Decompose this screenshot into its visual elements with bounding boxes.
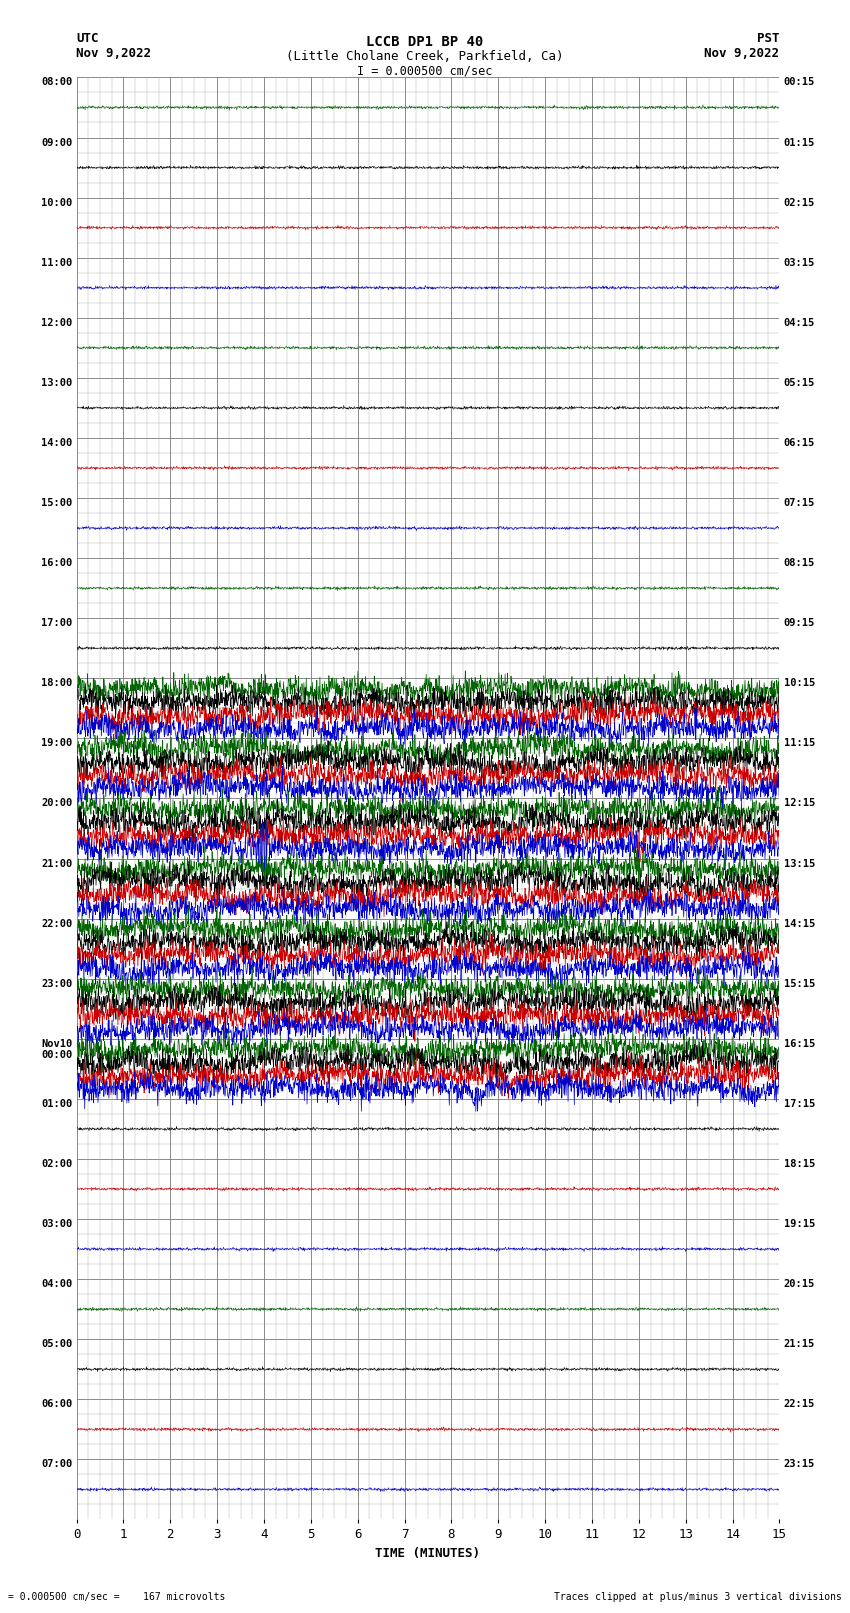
Text: Nov 9,2022: Nov 9,2022 xyxy=(705,47,779,60)
Text: (Little Cholane Creek, Parkfield, Ca): (Little Cholane Creek, Parkfield, Ca) xyxy=(286,50,564,63)
Text: Traces clipped at plus/minus 3 vertical divisions: Traces clipped at plus/minus 3 vertical … xyxy=(553,1592,842,1602)
Text: I = 0.000500 cm/sec: I = 0.000500 cm/sec xyxy=(357,65,493,77)
Text: = 0.000500 cm/sec =    167 microvolts: = 0.000500 cm/sec = 167 microvolts xyxy=(8,1592,226,1602)
Text: UTC: UTC xyxy=(76,32,99,45)
Text: LCCB DP1 BP 40: LCCB DP1 BP 40 xyxy=(366,35,484,50)
X-axis label: TIME (MINUTES): TIME (MINUTES) xyxy=(376,1547,480,1560)
Text: PST: PST xyxy=(757,32,779,45)
Text: Nov 9,2022: Nov 9,2022 xyxy=(76,47,151,60)
